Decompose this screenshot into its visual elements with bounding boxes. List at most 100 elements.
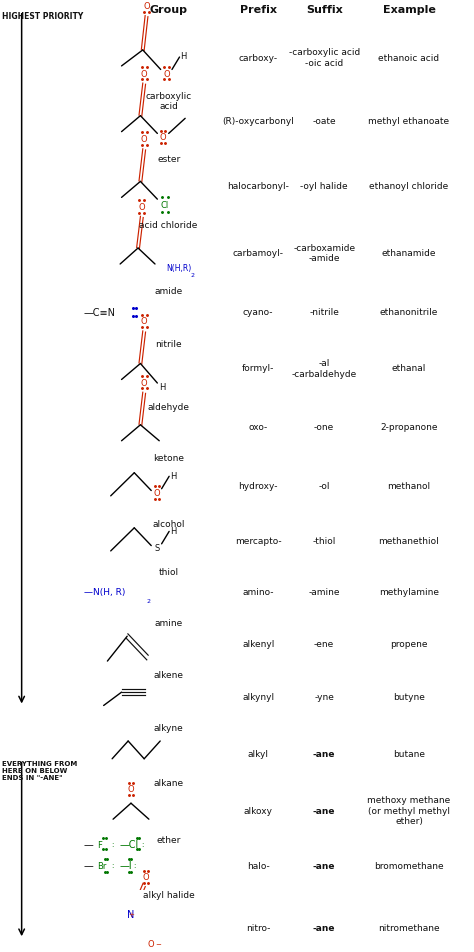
Text: 2: 2 [191,273,195,278]
Text: O: O [141,69,147,78]
Text: +: + [128,911,134,918]
Text: O: O [160,133,166,143]
Text: :: : [141,842,144,847]
Text: -yne: -yne [314,692,334,702]
Text: Suffix: Suffix [306,5,343,14]
Text: amide: amide [155,287,183,296]
Text: N(H,R): N(H,R) [166,264,191,273]
Text: O: O [141,378,147,387]
Text: alkenyl: alkenyl [242,639,274,648]
Text: halocarbonyl-: halocarbonyl- [227,182,289,191]
Text: —N(H, R): —N(H, R) [84,587,125,597]
Text: acid chloride: acid chloride [139,220,198,229]
Text: —: — [84,839,93,849]
Text: formyl-: formyl- [242,364,274,373]
Text: cyano-: cyano- [243,308,273,317]
Text: amino-: amino- [243,587,274,597]
Text: O: O [128,784,134,794]
Text: O: O [163,69,170,78]
Text: Example: Example [383,5,436,14]
Text: -oyl halide: -oyl halide [301,182,348,191]
Text: alkynyl: alkynyl [242,692,274,702]
Text: ethanoic acid: ethanoic acid [378,53,439,63]
Text: —: — [84,861,93,870]
Text: methanethiol: methanethiol [379,536,439,545]
Text: —I: —I [119,861,132,870]
Text: EVERYTHING FROM
HERE ON BELOW
ENDS IN "-ANE": EVERYTHING FROM HERE ON BELOW ENDS IN "-… [2,760,78,780]
Text: methylamine: methylamine [379,587,439,597]
Text: nitromethane: nitromethane [378,923,440,932]
Text: H: H [159,383,166,391]
Text: -ol: -ol [319,481,330,490]
Text: N: N [128,909,135,920]
Text: Br: Br [97,861,107,870]
Text: ether: ether [156,835,181,844]
Text: alkyl halide: alkyl halide [143,890,194,900]
Text: 2-propanone: 2-propanone [380,423,438,431]
Text: −: − [155,941,161,946]
Text: alkoxy: alkoxy [244,806,273,815]
Text: (R)-oxycarbonyl: (R)-oxycarbonyl [222,116,294,126]
Text: :: : [111,842,114,847]
Text: alkene: alkene [154,670,183,679]
Text: hydroxy-: hydroxy- [238,481,278,490]
Text: nitrile: nitrile [155,339,182,348]
Text: -nitrile: -nitrile [309,308,339,317]
Text: Group: Group [150,5,188,14]
Text: H: H [181,51,187,61]
Text: alkane: alkane [154,779,184,787]
Text: nitro-: nitro- [246,923,270,932]
Text: :: : [111,863,114,868]
Text: O: O [154,488,160,497]
Text: ethanamide: ethanamide [382,248,436,258]
Text: O: O [138,203,145,211]
Text: O: O [143,872,149,882]
Text: ethanoyl chloride: ethanoyl chloride [369,182,448,191]
Text: ketone: ketone [153,454,184,463]
Text: -al
-carbaldehyde: -al -carbaldehyde [292,359,357,378]
Text: -ane: -ane [313,749,336,758]
Text: Prefix: Prefix [240,5,277,14]
Text: propene: propene [390,639,428,648]
Text: O: O [147,939,154,948]
Text: Cl: Cl [161,201,169,209]
Text: H: H [170,471,176,481]
Text: S: S [154,544,160,552]
Text: HIGHEST PRIORITY: HIGHEST PRIORITY [2,11,83,21]
Text: -amine: -amine [309,587,340,597]
Text: halo-: halo- [247,861,270,870]
Text: methyl ethanoate: methyl ethanoate [368,116,449,126]
Text: F: F [97,840,102,848]
Text: mercapto-: mercapto- [235,536,282,545]
Text: -thiol: -thiol [312,536,336,545]
Text: methoxy methane
(or methyl methyl
ether): methoxy methane (or methyl methyl ether) [367,796,451,825]
Text: O: O [141,135,147,144]
Text: —Cl: —Cl [119,839,138,849]
Text: methanol: methanol [387,481,430,490]
Text: ethanal: ethanal [392,364,426,373]
Text: 2: 2 [146,599,151,604]
Text: alcohol: alcohol [153,520,185,528]
Text: -one: -one [314,423,334,431]
Text: ester: ester [157,154,180,164]
Text: H: H [170,526,176,535]
Text: -oate: -oate [312,116,336,126]
Text: -ane: -ane [313,923,336,932]
Text: :: : [133,863,136,868]
Text: —C≡N: —C≡N [84,307,116,318]
Text: bromomethane: bromomethane [374,861,444,870]
Text: thiol: thiol [159,567,179,576]
Text: alkyl: alkyl [248,749,269,758]
Text: -carboxamide
-amide: -carboxamide -amide [293,244,355,263]
Text: amine: amine [155,619,183,627]
Text: -ane: -ane [313,861,336,870]
Text: ethanonitrile: ethanonitrile [380,308,438,317]
Text: O: O [143,2,150,11]
Text: -ane: -ane [313,806,336,815]
Text: butane: butane [393,749,425,758]
Text: carboxy-: carboxy- [238,53,278,63]
Text: -ene: -ene [314,639,334,648]
Text: O: O [141,317,147,326]
Text: butyne: butyne [393,692,425,702]
Text: -carboxylic acid
-oic acid: -carboxylic acid -oic acid [289,49,360,68]
